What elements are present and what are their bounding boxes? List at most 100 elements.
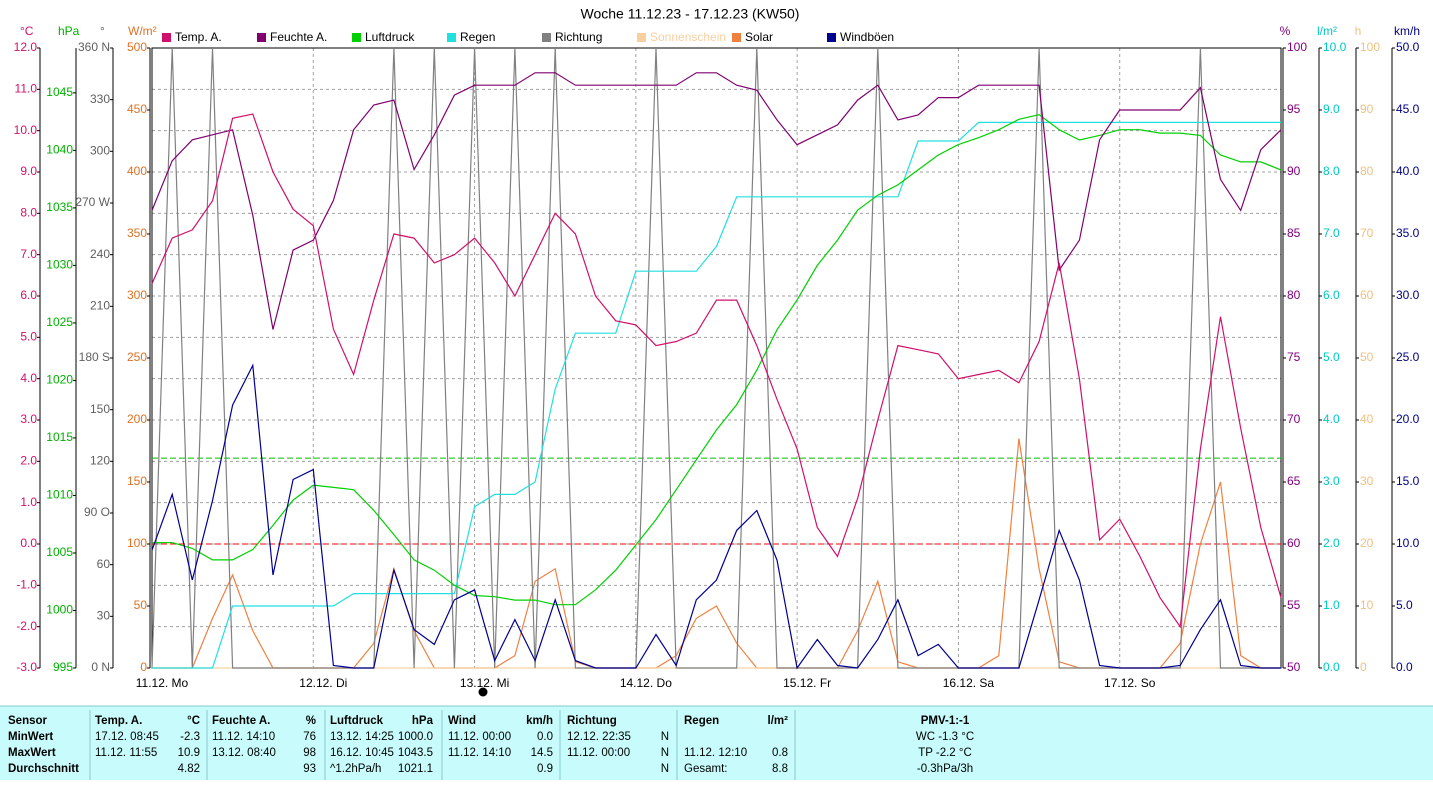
x-tick-label: 17.12. So [1104, 676, 1156, 690]
y-tick-label: 50 [1360, 350, 1374, 364]
summary-table: Sensor Temp. A. °C Feuchte A.% Luftdruck hPa W… [8, 710, 974, 780]
y-tick-label: 180 S [79, 350, 110, 364]
y-tick-label: 2.0 [1323, 536, 1340, 550]
table-cell: 8.8 [772, 763, 788, 775]
table-cell: -2.3 [180, 731, 200, 743]
legend-label: Regen [460, 30, 495, 44]
y-tick-label: 6.0 [1323, 288, 1340, 302]
y-tick-label: -3.0 [16, 660, 37, 674]
table-cell: 11.12. 14:10 [212, 731, 275, 743]
y-tick-label: 8.0 [1323, 164, 1340, 178]
y-tick-label: 250 [127, 350, 147, 364]
y-tick-label: 40 [1360, 412, 1374, 426]
y-tick-label: 80 [1287, 288, 1301, 302]
y-tick-label: 1045 [46, 85, 73, 99]
y-tick-label: 35.0 [1396, 226, 1420, 240]
y-tick-label: 1020 [46, 373, 73, 387]
y-tick-label: 9.0 [20, 164, 37, 178]
legend-label: Sonnenschein [650, 30, 726, 44]
y-tick-label: 0 [1360, 660, 1367, 674]
y-tick-label: 30.0 [1396, 288, 1420, 302]
y-tick-label: 20 [1360, 536, 1374, 550]
plot-frame [151, 47, 1282, 669]
y-tick-label: 85 [1287, 226, 1301, 240]
y-tick-label: 10.0 [14, 123, 38, 137]
axis-unit: hPa [58, 24, 80, 38]
table-cell: 13.12. 14:25 [330, 731, 394, 743]
y-tick-label: 3.0 [20, 412, 37, 426]
y-tick-label: 120 [90, 454, 110, 468]
table-cell: N [661, 747, 669, 759]
y-tick-label: 2.0 [20, 454, 37, 468]
y-tick-label: 40.0 [1396, 164, 1420, 178]
y-tick-label: 30 [1360, 474, 1374, 488]
legend-label: Richtung [555, 30, 602, 44]
y-tick-label: 80 [1360, 164, 1374, 178]
y-tick-label: 360 N [78, 40, 110, 54]
y-tick-label: 0 [140, 660, 147, 674]
table-cell: 17.12. 08:45 [95, 731, 159, 743]
table-cell: 1021.1 [398, 763, 433, 775]
legend-swatch [637, 33, 646, 42]
table-cell: Temp. A. [95, 715, 142, 727]
y-tick-label: 10.0 [1396, 536, 1420, 550]
x-tick-label: 14.12. Do [620, 676, 672, 690]
table-cell: 93 [303, 763, 316, 775]
table-cell: 0.0 [537, 731, 553, 743]
y-tick-label: 1035 [46, 200, 73, 214]
table-cell: TP -2.2 °C [918, 747, 972, 759]
y-tick-label: 100 [1360, 40, 1380, 54]
y-tick-label: 95 [1287, 102, 1301, 116]
y-tick-label: 6.0 [20, 288, 37, 302]
y-tick-label: 150 [127, 474, 147, 488]
table-background [0, 706, 1433, 780]
table-cell: 14.5 [531, 747, 553, 759]
y-tick-label: 60 [1360, 288, 1374, 302]
y-tick-label: 60 [97, 557, 111, 571]
y-tick-label: 1005 [46, 545, 73, 559]
y-tick-label: 8.0 [20, 206, 37, 220]
table-cell: °C [187, 715, 200, 727]
series-line [151, 72, 1282, 330]
table-cell: 11.12. 12:10 [684, 747, 747, 759]
y-tick-label: 5.0 [1323, 350, 1340, 364]
axis-unit: km/h [1394, 24, 1420, 38]
series-line [152, 114, 1282, 606]
y-tick-label: 11.0 [15, 82, 38, 96]
y-tick-label: 50 [1287, 660, 1301, 674]
table-cell: Durchschnitt [8, 763, 79, 775]
table-cell: 11.12. 14:10 [448, 747, 511, 759]
y-tick-label: 0.0 [1396, 660, 1413, 674]
y-tick-label: 0.0 [20, 536, 37, 550]
y-tick-label: 70 [1287, 412, 1301, 426]
table-cell: hPa [412, 715, 434, 727]
x-tick-label: 15.12. Fr [783, 676, 831, 690]
table-cell: 98 [303, 747, 316, 759]
y-tick-label: 7.0 [1323, 226, 1340, 240]
table-cell: MinWert [8, 731, 53, 743]
table-cell: ^1.2hPa/h [330, 763, 381, 775]
table-cell: Regen [684, 715, 719, 727]
legend-swatch [162, 33, 171, 42]
x-tick-label: 13.12. Mi [460, 676, 509, 690]
chart-title: Woche 11.12.23 - 17.12.23 (KW50) [581, 6, 800, 22]
y-tick-label: 1030 [46, 258, 73, 272]
table-cell: 11.12. 00:00 [448, 731, 511, 743]
y-tick-label: 25.0 [1396, 350, 1420, 364]
x-tick-label: 12.12. Di [299, 676, 347, 690]
axis-unit: l/m² [1317, 24, 1337, 38]
y-tick-label: 1.0 [1323, 598, 1340, 612]
y-tick-label: 45.0 [1396, 102, 1420, 116]
y-tick-label: 90 [1287, 164, 1301, 178]
moon-icon [478, 687, 488, 697]
y-tick-label: 90 O [84, 505, 110, 519]
axis-unit: W/m² [128, 24, 157, 38]
table-cell: l/m² [768, 715, 789, 727]
legend-swatch [827, 33, 836, 42]
x-tick-label: 11.12. Mo [136, 676, 189, 690]
legend-swatch [732, 33, 741, 42]
y-tick-label: 9.0 [1323, 102, 1340, 116]
y-tick-label: -2.0 [16, 619, 37, 633]
axis-unit: °C [20, 24, 34, 38]
table-cell: 0.8 [772, 747, 788, 759]
